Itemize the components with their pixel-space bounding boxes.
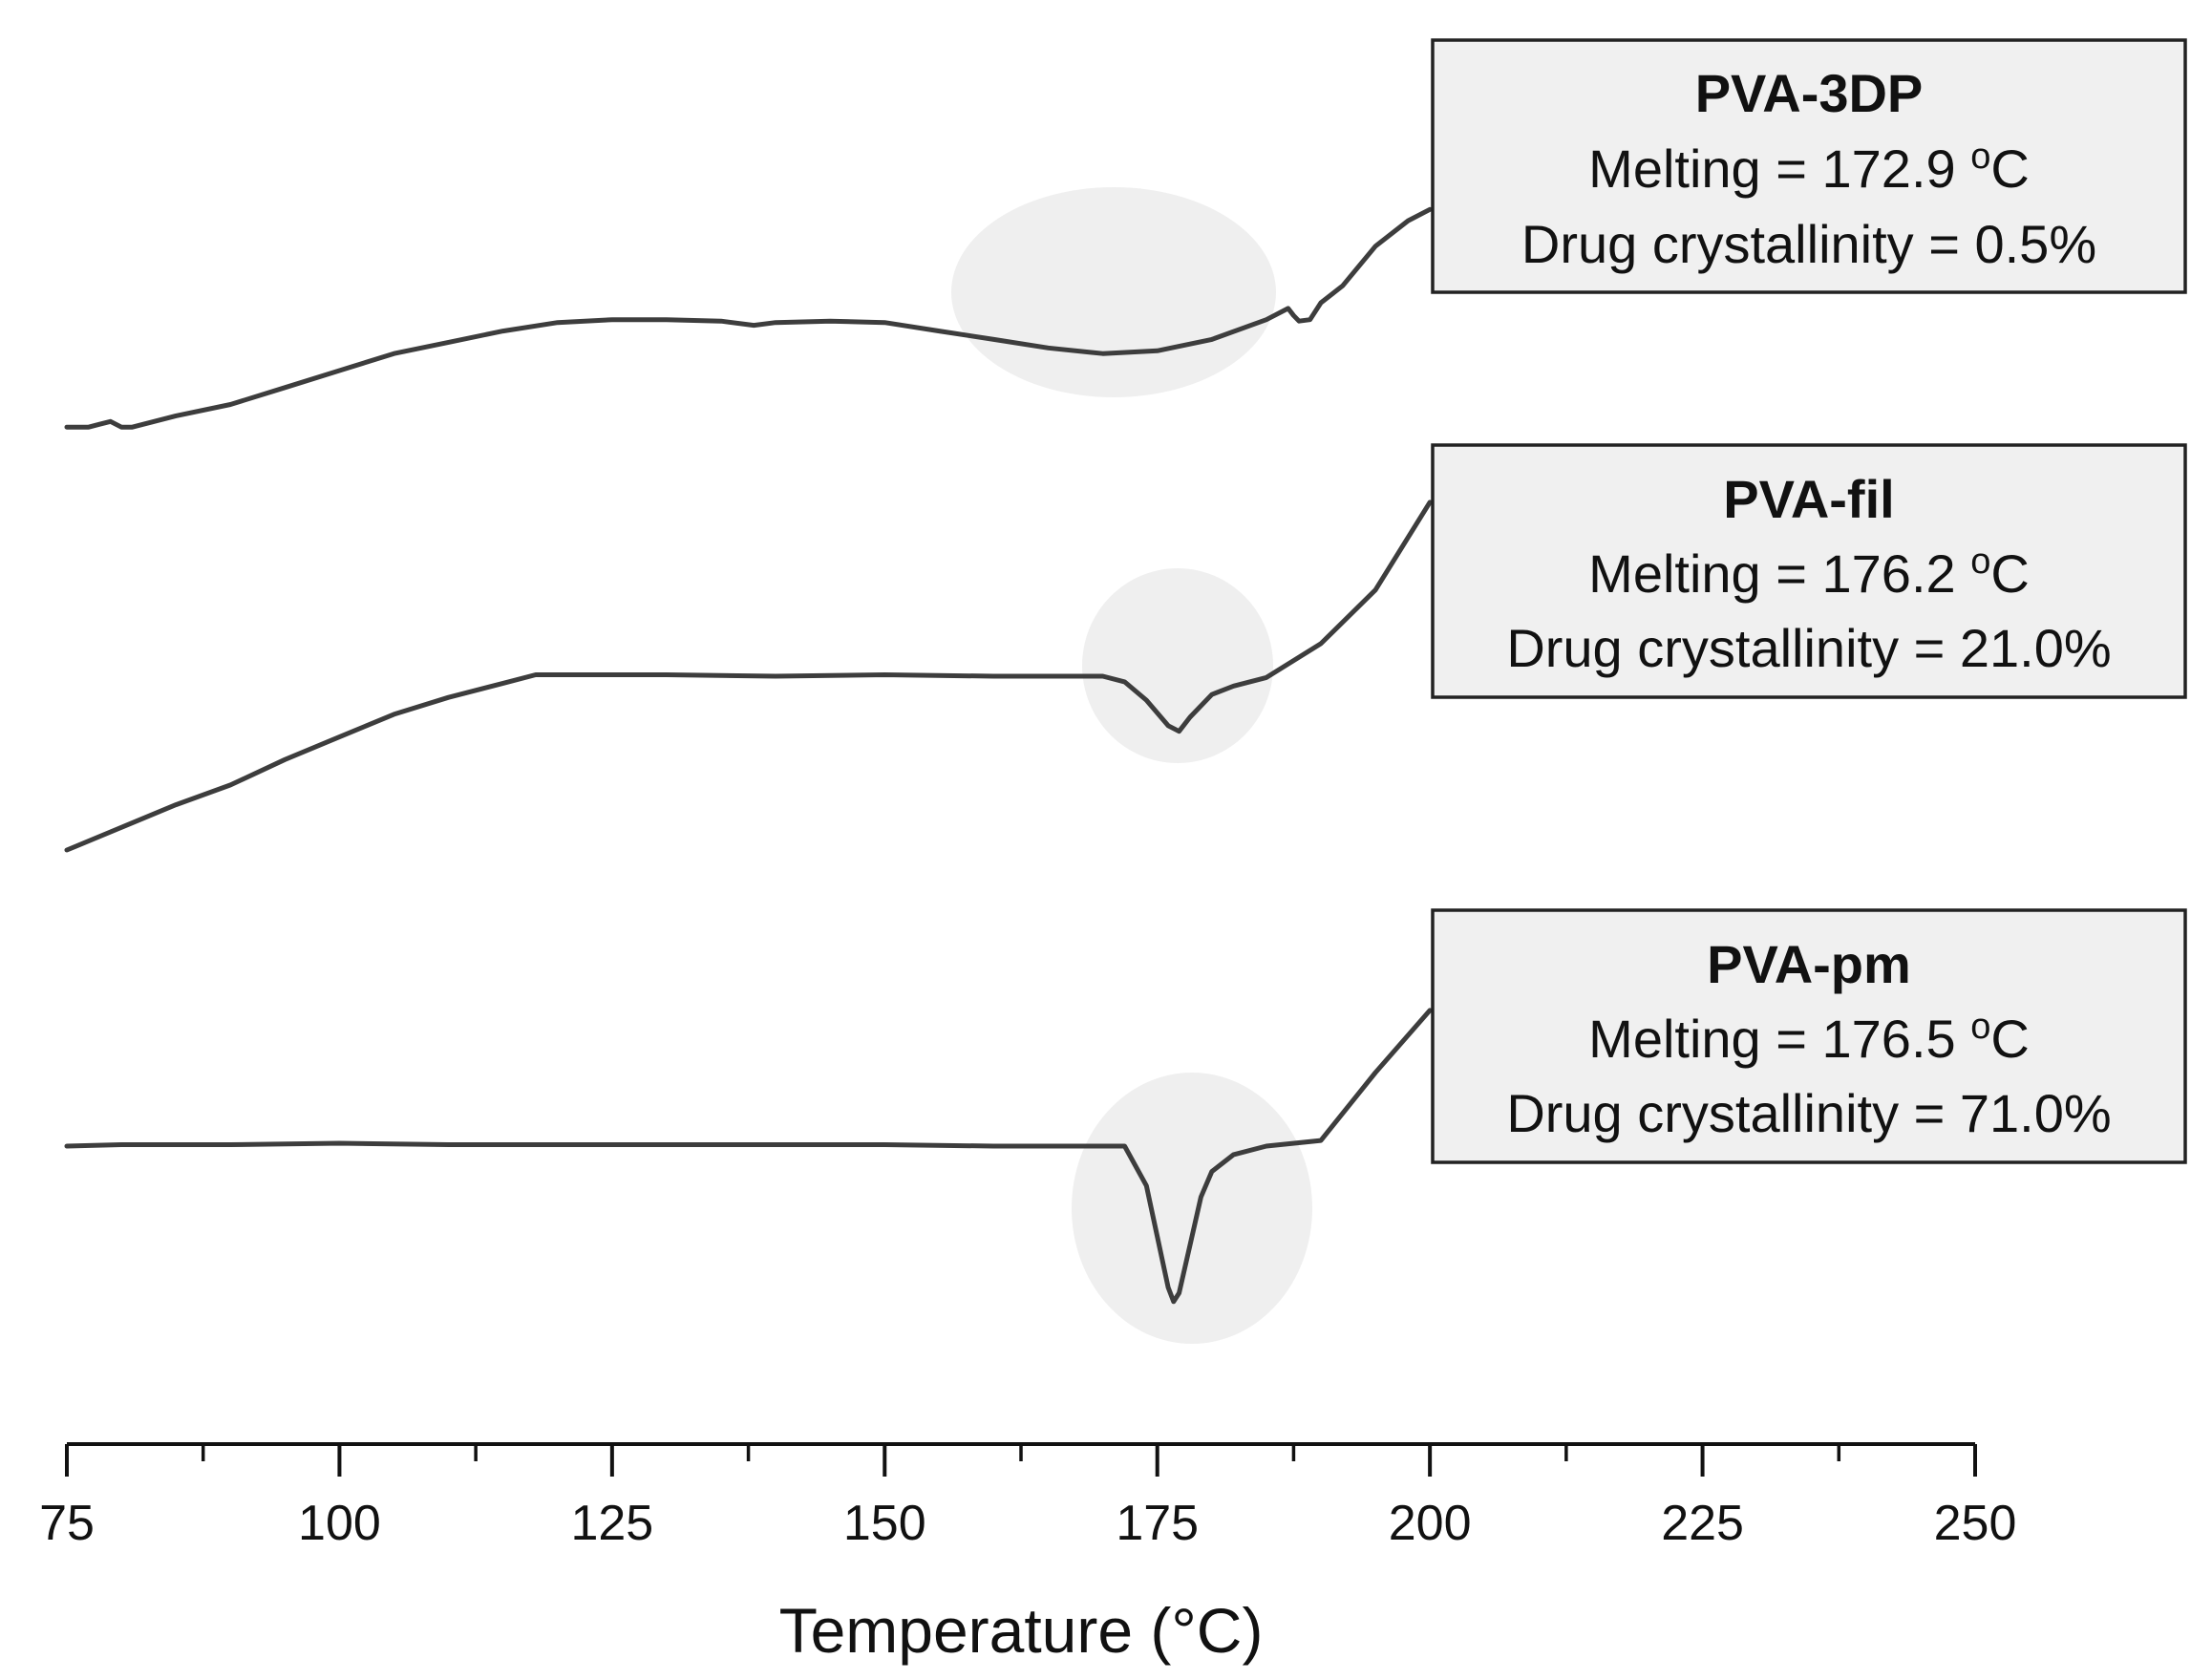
annotation-box-pva-3dp [1431,38,2187,294]
annotation-box-pva-fil [1431,443,2187,699]
annotation-pva-pm: PVA-pm Melting = 176.5 oC Drug crystalli… [1431,908,2187,1164]
x-tick-label-200: 200 [1389,1496,1472,1551]
annotation-melting-pva-pm: Melting = 176.5 oC [1588,1007,2030,1069]
highlight-pva-fil [1082,568,1273,763]
x-tick-label-250: 250 [1934,1496,2017,1551]
x-axis: 75 100 125 150 175 200 225 250 [39,1442,2017,1551]
annotation-title-pva-3dp: PVA-3DP [1695,63,1924,123]
annotation-box-pva-pm [1431,908,2187,1164]
x-tick-label-175: 175 [1116,1496,1199,1551]
annotation-crystallinity-pva-fil: Drug crystallinity = 21.0% [1506,618,2111,678]
x-tick-label-150: 150 [843,1496,926,1551]
annotation-crystallinity-pva-pm: Drug crystallinity = 71.0% [1506,1083,2111,1143]
annotation-melting-pva-3dp: Melting = 172.9 oC [1588,137,2030,199]
annotation-title-pva-fil: PVA-fil [1723,469,1894,529]
annotation-crystallinity-pva-3dp: Drug crystallinity = 0.5% [1521,214,2096,274]
x-tick-label-125: 125 [570,1496,653,1551]
series-line-pva-fil [64,500,1433,853]
melting-highlight-regions [951,187,1312,1344]
annotation-title-pva-pm: PVA-pm [1707,934,1911,994]
annotation-pva-fil: PVA-fil Melting = 176.2 oC Drug crystall… [1431,443,2187,699]
series-line-pva-3dp [64,206,1433,430]
annotation-melting-pva-fil: Melting = 176.2 oC [1588,542,2030,604]
series-line-pva-pm [64,1008,1433,1305]
x-tick-label-225: 225 [1661,1496,1744,1551]
x-tick-label-100: 100 [298,1496,381,1551]
series-group [64,206,1433,1305]
x-axis-title: Temperature (°C) [779,1595,1264,1666]
highlight-pva-3dp [951,187,1276,397]
annotation-pva-3dp: PVA-3DP Melting = 172.9 oC Drug crystall… [1431,38,2187,294]
highlight-pva-pm [1072,1073,1312,1344]
x-tick-label-75: 75 [39,1496,95,1551]
